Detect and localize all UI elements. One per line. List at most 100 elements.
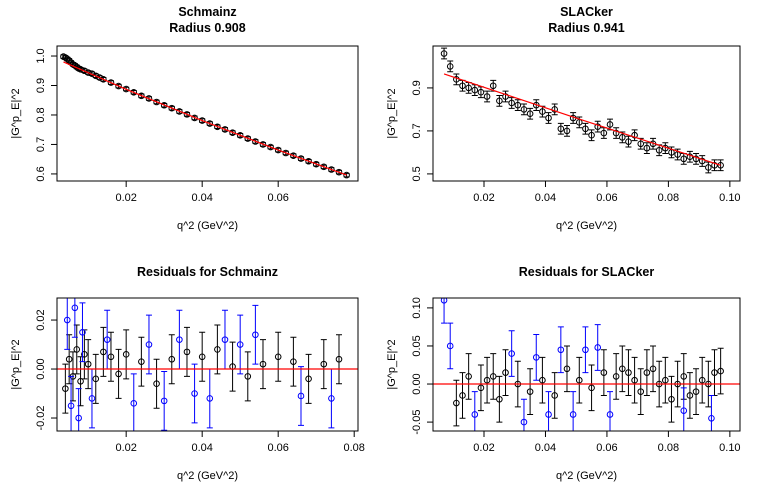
error-bar [496, 375, 503, 423]
point [508, 350, 515, 357]
error-bar [64, 298, 71, 350]
point [477, 88, 485, 96]
error-bar [680, 152, 687, 165]
point [88, 395, 96, 402]
point [77, 377, 84, 385]
error-bar [631, 356, 638, 404]
x-tick-label: 0.02 [115, 192, 136, 204]
plot-frame [56, 297, 359, 432]
y-tick-label: 0.00 [35, 358, 47, 379]
error-bar [514, 99, 521, 111]
point [168, 355, 176, 363]
x-tick-label: 0.04 [535, 192, 556, 204]
point [471, 411, 479, 418]
point [191, 114, 198, 122]
point [649, 365, 657, 373]
point [153, 98, 160, 106]
point [290, 358, 297, 365]
error-bar [527, 368, 534, 415]
point [588, 131, 595, 139]
error-bar [441, 47, 448, 60]
point [160, 397, 168, 405]
error-bar [705, 161, 712, 174]
point [198, 353, 206, 361]
x-tick-label: 0.02 [473, 192, 494, 204]
point [563, 365, 571, 373]
error-bar [625, 349, 632, 396]
point [692, 155, 700, 163]
error-bar [305, 353, 312, 404]
point [214, 123, 221, 131]
point [557, 125, 565, 133]
error-bar [68, 375, 75, 431]
point [446, 63, 454, 70]
error-bar [229, 341, 236, 392]
plot-frame [56, 45, 359, 182]
point [274, 146, 282, 154]
error-bar [711, 349, 718, 396]
point [107, 79, 115, 86]
point [267, 143, 274, 151]
error-bar [576, 356, 583, 404]
x-tick-label: 0.04 [191, 442, 212, 454]
point [612, 129, 620, 137]
point [705, 164, 712, 171]
y-tick-label: 0.9 [411, 80, 423, 95]
point [221, 126, 229, 133]
point [625, 369, 632, 376]
point [606, 411, 614, 418]
point [619, 134, 626, 141]
error-bar [686, 150, 693, 163]
point [453, 399, 460, 407]
error-bar [650, 137, 657, 150]
y-tick-label: 0.8 [35, 107, 47, 122]
error-bar [551, 103, 558, 116]
point [606, 121, 614, 128]
error-bar [582, 122, 589, 135]
error-bar [643, 142, 650, 154]
error-bar [693, 368, 700, 415]
point [637, 140, 645, 148]
point [489, 373, 497, 380]
point [67, 402, 75, 410]
point [514, 101, 522, 109]
error-bar [594, 120, 601, 133]
error-bar [582, 326, 589, 374]
point [252, 138, 259, 145]
error-bar [453, 73, 460, 86]
error-bar [471, 84, 478, 96]
point [483, 93, 491, 100]
point [594, 123, 602, 130]
error-bar [708, 394, 715, 431]
error-bar [680, 387, 687, 431]
point [282, 149, 290, 157]
x-axis-label: q^2 (GeV^2) [177, 470, 238, 482]
error-bar [441, 298, 448, 324]
x-tick-label: 0.06 [267, 442, 288, 454]
error-bar [711, 159, 718, 172]
y-tick-label: 0.6 [35, 166, 47, 181]
point [84, 360, 92, 368]
point [115, 370, 122, 378]
point [680, 155, 688, 163]
error-bar [613, 353, 620, 400]
error-bar [123, 329, 130, 380]
point [643, 144, 651, 152]
point [122, 351, 130, 358]
y-tick-label: 0.7 [411, 123, 423, 138]
point [122, 85, 130, 93]
point [557, 346, 565, 354]
point [130, 400, 138, 407]
error-bar [699, 155, 706, 167]
point [477, 384, 485, 392]
point [92, 375, 100, 383]
y-tick-label: 0.10 [411, 297, 423, 318]
error-bar [297, 366, 304, 426]
error-bar [244, 351, 251, 402]
point [84, 69, 92, 76]
error-bar [508, 97, 515, 109]
y-tick-label: 1.0 [35, 48, 47, 63]
error-bar [453, 379, 460, 427]
x-tick-label: 0.06 [596, 192, 617, 204]
